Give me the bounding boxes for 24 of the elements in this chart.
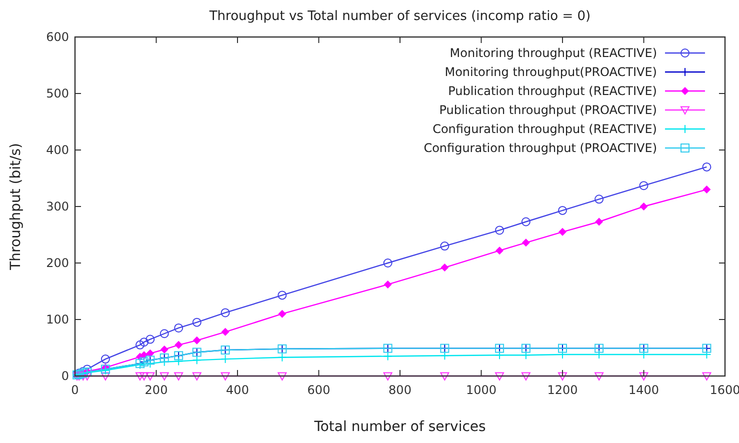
- chart-title: Throughput vs Total number of services (incomp ratio = 0): [208, 9, 591, 24]
- x-tick-label: 200: [144, 383, 168, 397]
- legend-label: Publication throughput (REACTIVE): [448, 84, 657, 98]
- x-axis-title: Total number of services: [313, 419, 486, 435]
- legend-label: Configuration throughput (REACTIVE): [432, 122, 657, 136]
- x-tick-label: 800: [388, 383, 412, 397]
- y-tick-label: 300: [46, 200, 69, 214]
- x-tick-label: 1200: [547, 383, 578, 397]
- y-tick-label: 600: [46, 30, 69, 44]
- legend-label: Publication throughput (PROACTIVE): [439, 103, 657, 117]
- legend-label: Configuration throughput (PROACTIVE): [424, 141, 657, 155]
- legend-label: Monitoring throughput (REACTIVE): [450, 46, 657, 60]
- y-tick-label: 200: [46, 256, 69, 270]
- y-tick-label: 0: [61, 369, 69, 383]
- legend-label: Monitoring throughput(PROACTIVE): [444, 65, 657, 79]
- y-tick-label: 500: [46, 86, 69, 100]
- y-tick-label: 400: [46, 143, 69, 157]
- x-tick-label: 600: [307, 383, 330, 397]
- x-tick-label: 0: [71, 383, 79, 397]
- x-tick-label: 400: [226, 383, 249, 397]
- x-tick-label: 1000: [466, 383, 497, 397]
- y-tick-label: 100: [46, 312, 69, 326]
- y-axis-title: Throughput (bit/s): [8, 143, 24, 271]
- x-tick-label: 1400: [628, 383, 660, 397]
